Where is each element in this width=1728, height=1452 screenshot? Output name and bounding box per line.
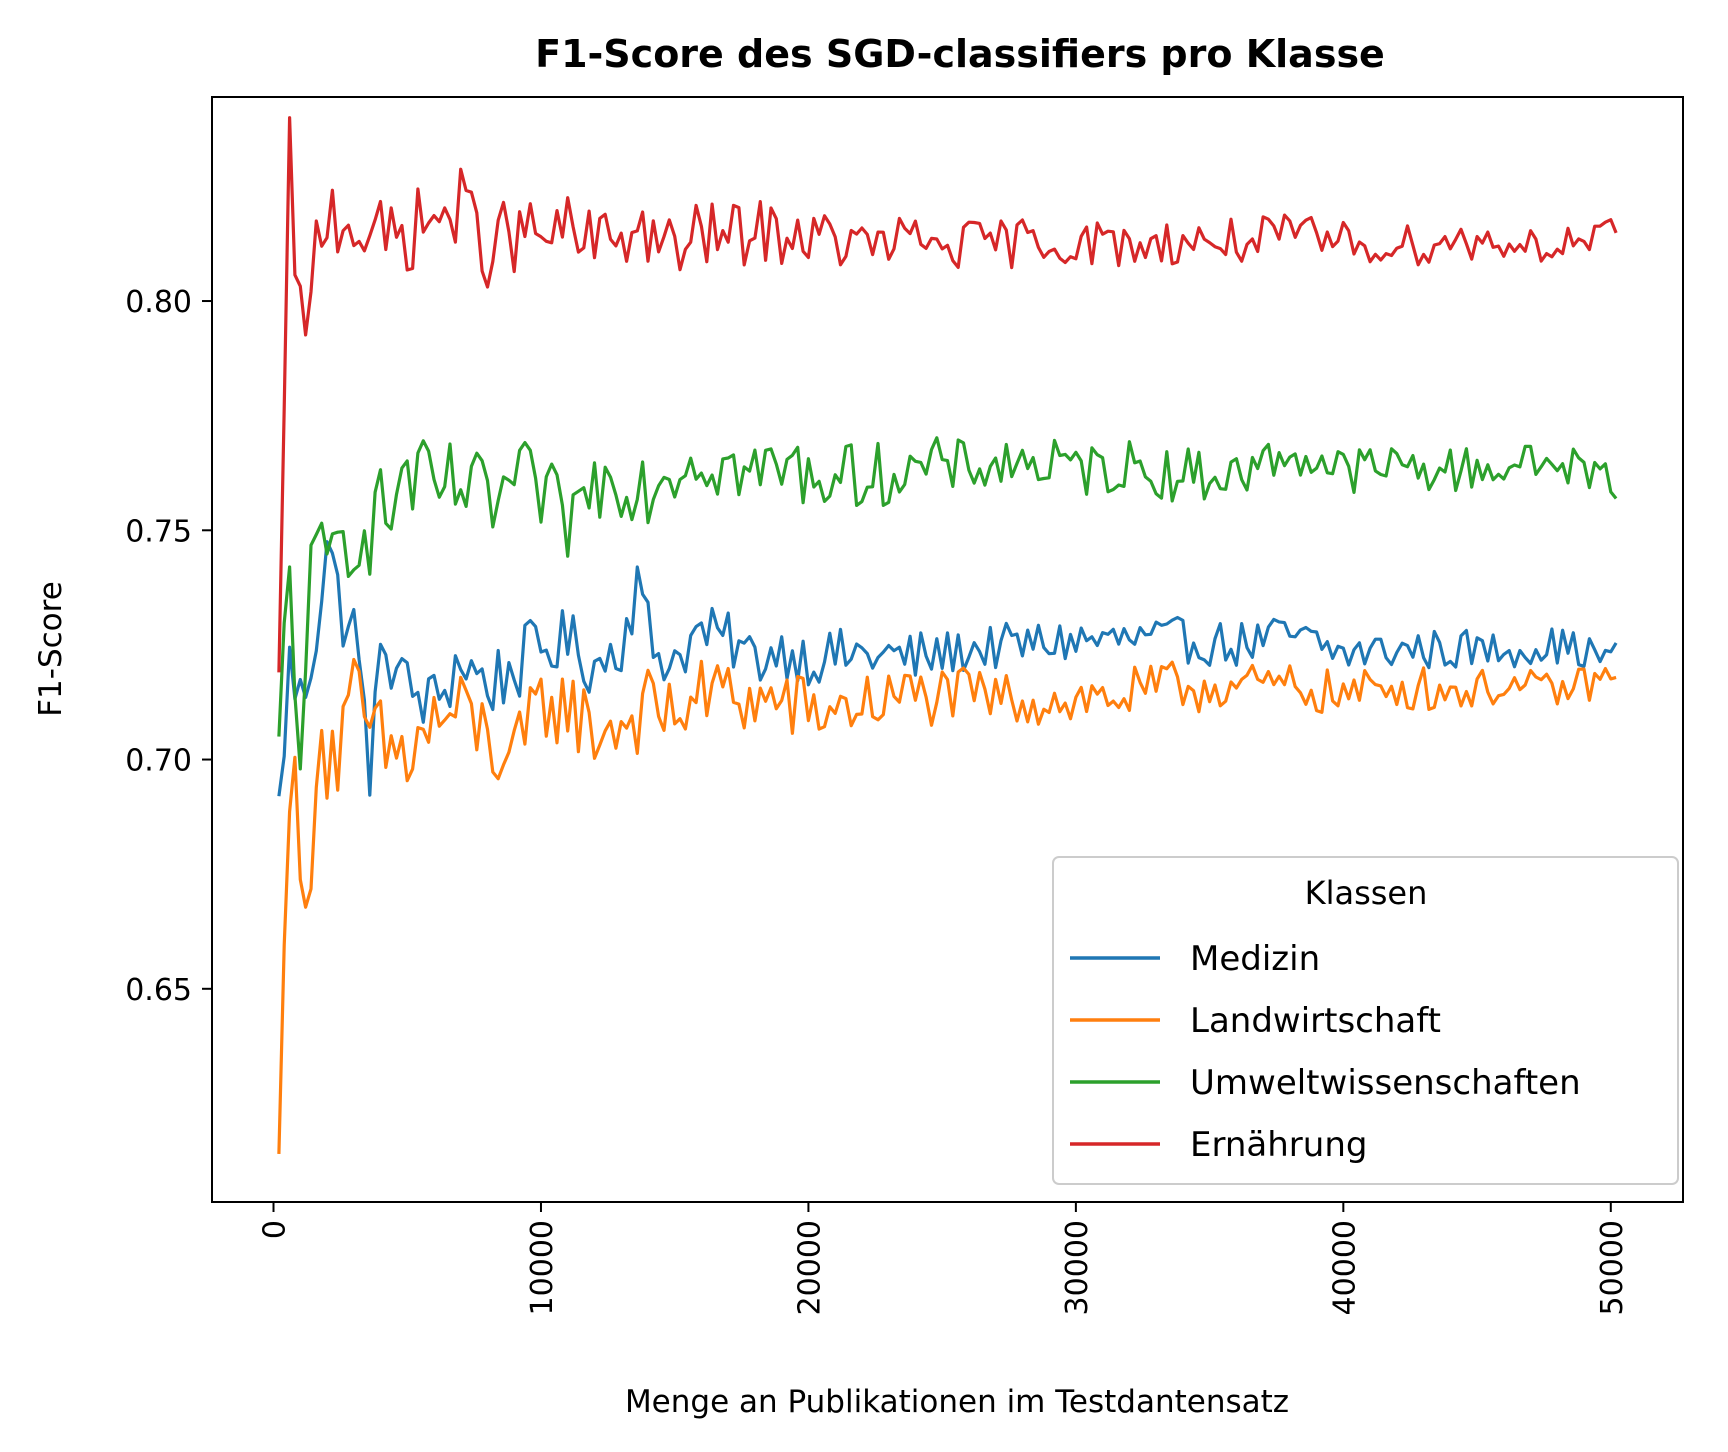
y-tick-label: 0.65 [125, 973, 192, 1008]
legend-label-ernährung: Ernährung [1190, 1125, 1367, 1165]
series-line-ernährung [277, 116, 1618, 673]
x-tick-label: 30000 [1060, 1220, 1095, 1315]
legend-label-medizin: Medizin [1190, 939, 1320, 979]
legend-label-landwirtschaft: Landwirtschaft [1190, 1001, 1441, 1041]
x-tick-label: 50000 [1595, 1220, 1630, 1315]
plot-frame [211, 96, 1684, 1203]
legend-entries: Medizin Landwirtschaft Umweltwissenschafte… [1070, 939, 1581, 1165]
series-line-landwirtschaft [277, 657, 1617, 1154]
series-line-medizin [277, 540, 1618, 797]
chart-title: F1-Score des SGD-classifiers pro Klasse [535, 32, 1385, 76]
legend: Klassen Medizin Landwirtschaft Umweltwisse… [1052, 856, 1679, 1185]
x-tick-label: 0 [258, 1220, 293, 1239]
legend-title: Klassen [1305, 874, 1428, 912]
series-layer [277, 116, 1618, 1154]
y-tick-label: 0.70 [125, 744, 192, 779]
x-axis: 0 10000 20000 30000 40000 50000 [258, 1202, 1630, 1315]
legend-label-umweltwissenschaften: Umweltwissenschaften [1190, 1063, 1581, 1103]
y-tick-label: 0.75 [125, 514, 192, 549]
x-tick-label: 20000 [792, 1220, 827, 1315]
legend-box [1052, 856, 1679, 1185]
y-axis-label: F1-Score [33, 581, 69, 717]
x-axis-label: Menge an Publikationen im Testdantensatz [625, 1384, 1289, 1420]
y-axis: 0.65 0.70 0.75 0.80 [125, 285, 212, 1008]
series-line-umweltwissenschaften [277, 436, 1618, 771]
x-tick-label: 40000 [1327, 1220, 1362, 1315]
y-tick-label: 0.80 [125, 285, 192, 320]
x-tick-label: 10000 [525, 1220, 560, 1315]
